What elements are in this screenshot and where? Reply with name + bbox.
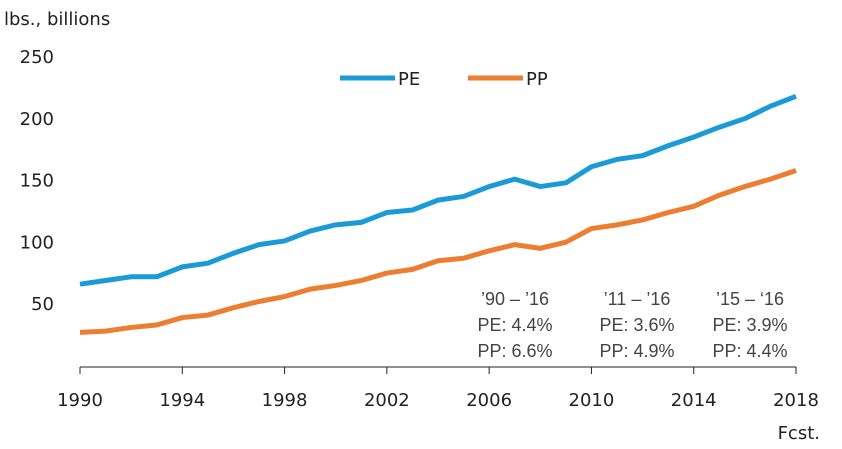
x-tick-label: 2002 <box>364 390 410 411</box>
series-line <box>79 168 797 335</box>
annotation: ’90 – ’16 <box>481 289 549 309</box>
x-tick-label: 2014 <box>671 390 717 411</box>
y-axis-label: lbs., billions <box>4 9 110 30</box>
x-tick-label: 1990 <box>57 390 103 411</box>
annotation: ’11 – ’16 <box>604 289 671 309</box>
x-tick-label: 2018 <box>773 390 819 411</box>
annotation: ’15 – ‘16 <box>716 289 784 309</box>
legend-label: PP <box>526 69 548 90</box>
x-tick-label: 2010 <box>569 390 615 411</box>
annotation: PE: 4.4% <box>477 315 552 335</box>
annotation: PE: 3.6% <box>599 315 674 335</box>
x-tick-label: 1998 <box>262 390 308 411</box>
annotation: PE: 3.9% <box>712 315 787 335</box>
y-tick-label: 250 <box>20 47 54 68</box>
annotation: PP: 6.6% <box>477 341 552 361</box>
annotation: PP: 4.4% <box>712 341 787 361</box>
y-tick-label: 100 <box>20 232 54 253</box>
y-tick-label: 150 <box>20 171 54 192</box>
x-tick-label: 2006 <box>466 390 512 411</box>
x-tick-label: 1994 <box>159 390 205 411</box>
series-line <box>79 93 797 287</box>
y-tick-label: 50 <box>31 294 54 315</box>
y-tick-label: 200 <box>20 109 54 130</box>
x-annotation: Fcst. <box>778 423 820 444</box>
annotation: PP: 4.9% <box>599 341 674 361</box>
legend-label: PE <box>398 69 420 90</box>
